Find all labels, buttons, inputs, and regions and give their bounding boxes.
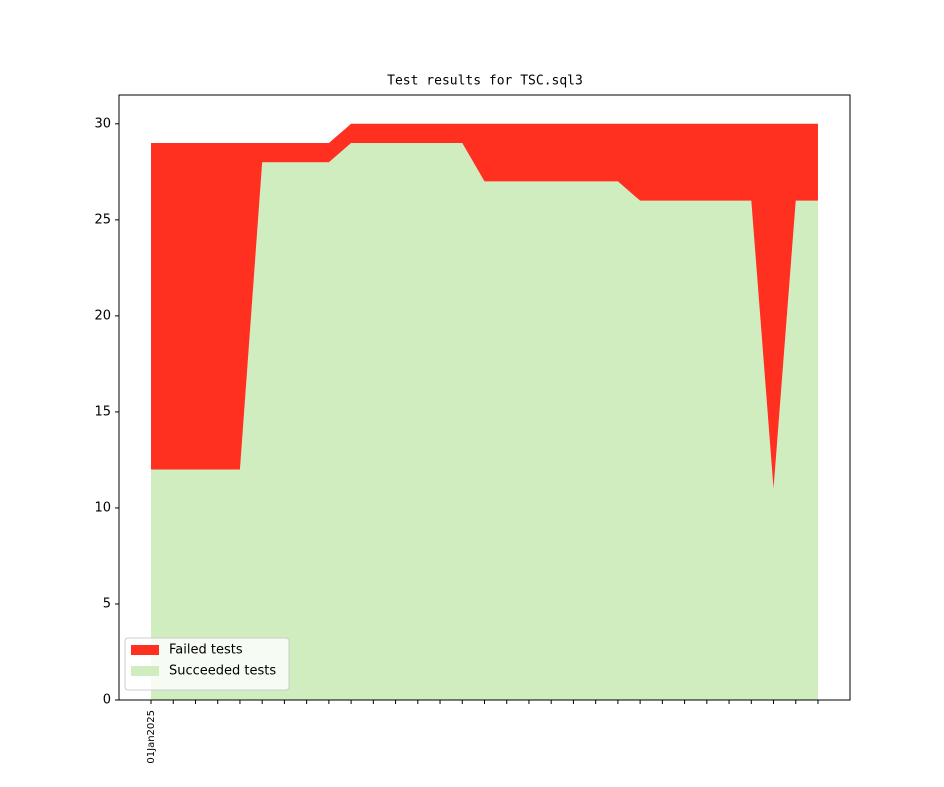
legend: Failed tests Succeeded tests [124, 637, 290, 691]
legend-swatch [131, 666, 159, 676]
legend-swatch [131, 645, 159, 655]
area [151, 143, 818, 700]
legend-label: Failed tests [169, 643, 243, 658]
legend-box [124, 637, 290, 691]
y-tick-label: 25 [94, 212, 111, 227]
y-tick-label: 30 [94, 116, 111, 131]
areas [151, 123, 818, 700]
y-tick-label: 0 [103, 693, 111, 708]
area [151, 123, 818, 489]
y-tick-label: 5 [103, 596, 111, 611]
x-tick-label: 01Jan2025 [146, 710, 157, 764]
y-tick-label: 15 [94, 404, 111, 419]
chart-title: Test results for TSC.sql3 [387, 74, 583, 89]
y-tick-label: 10 [94, 500, 111, 515]
legend-label: Succeeded tests [169, 664, 276, 679]
y-tick-label: 20 [94, 308, 111, 323]
